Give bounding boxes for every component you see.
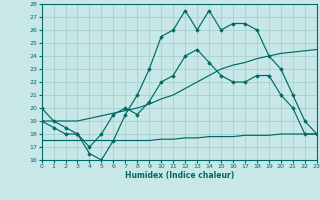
X-axis label: Humidex (Indice chaleur): Humidex (Indice chaleur) xyxy=(124,171,234,180)
